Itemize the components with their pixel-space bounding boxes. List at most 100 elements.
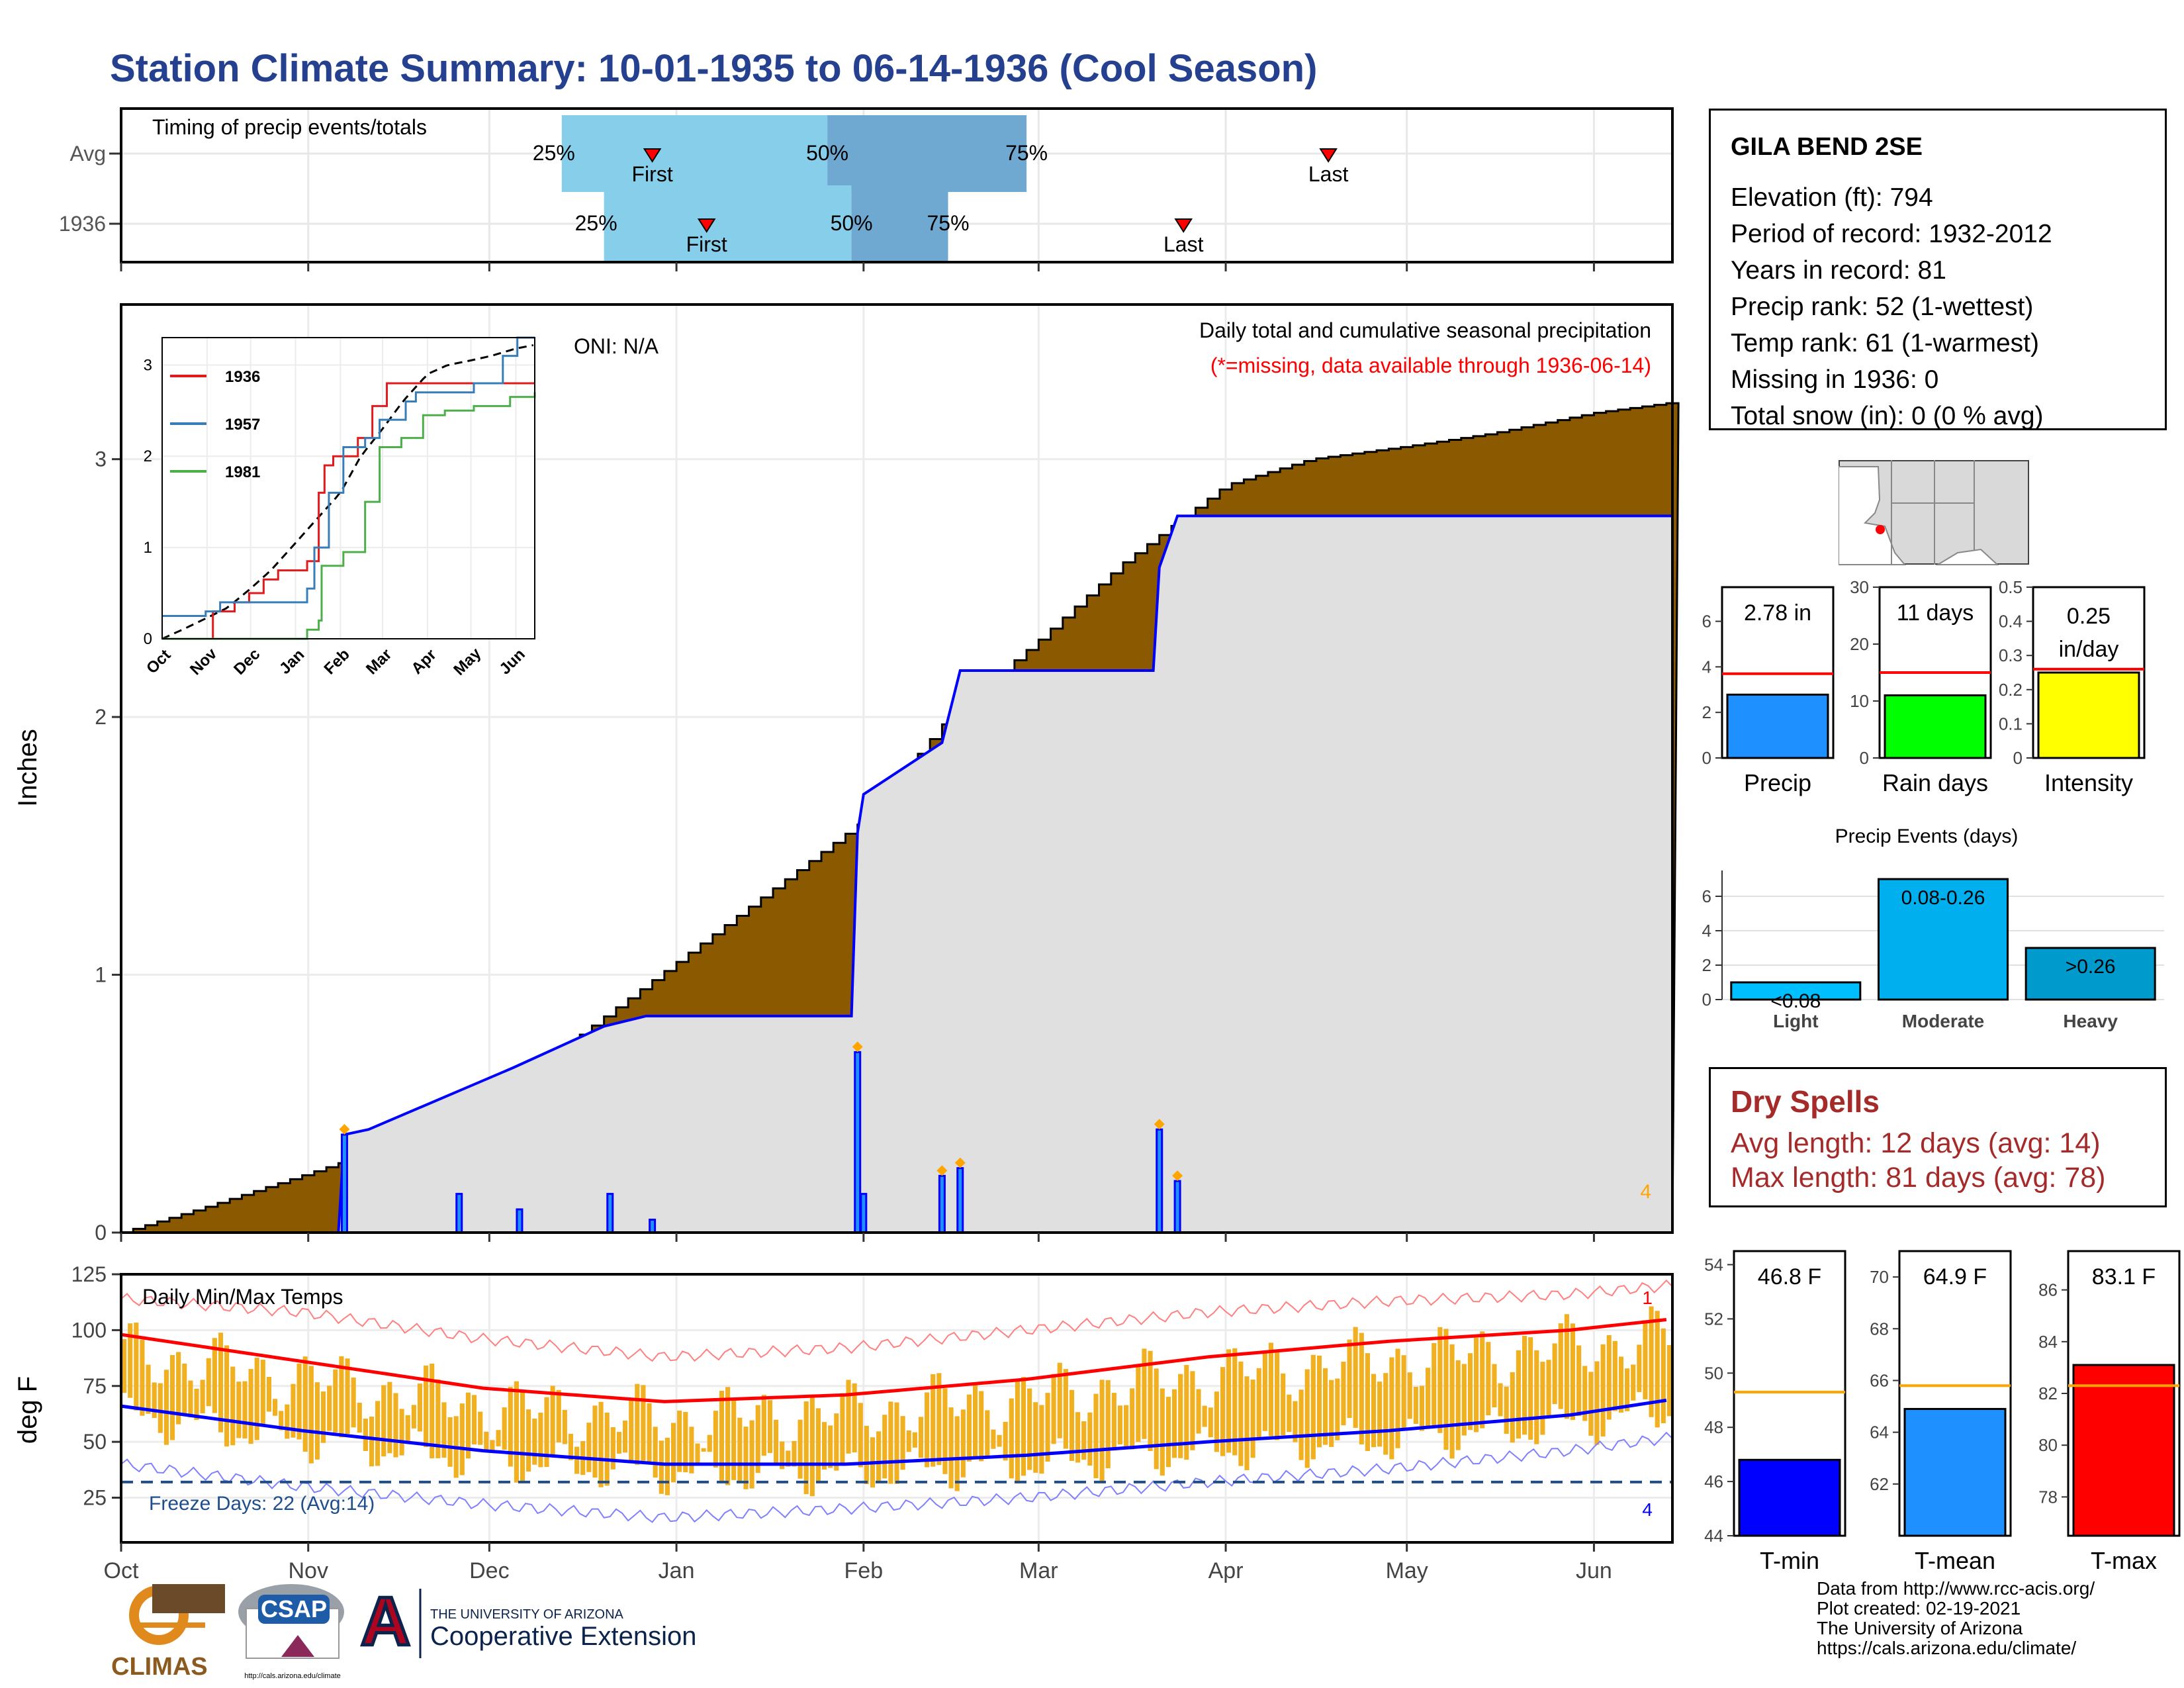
daily-temp-bar [459, 1403, 465, 1476]
daily-temp-bar [1600, 1344, 1606, 1437]
temp-mini-bar [1903, 1407, 2007, 1537]
daily-precip-bar [606, 1193, 614, 1234]
timing-q50-label: 50% [806, 141, 848, 165]
month-tick-label: Nov [289, 1558, 328, 1583]
inset-ytick-label: 1 [144, 539, 152, 557]
temp-mini-panel: 44 46 48 50 52 54 46.8 F T-min 62 64 66 68 70 64.9 F T… [1704, 1250, 2181, 1574]
month-tick-label: Jun [1576, 1558, 1612, 1583]
daily-temp-bar [471, 1395, 477, 1445]
daily-temp-bar [1510, 1372, 1515, 1443]
temps-ytick-label: 125 [71, 1262, 107, 1286]
timing-q25-q50-bar [604, 185, 852, 262]
daily-temp-bar [641, 1385, 646, 1461]
daily-temp-bar [701, 1448, 706, 1452]
daily-temp-bar [1534, 1350, 1539, 1444]
daily-precip-bar [340, 1133, 348, 1234]
daily-temp-bar [1655, 1311, 1660, 1428]
precip-mini-value-label: 11 days [1897, 600, 1974, 626]
daily-temp-bar [375, 1401, 381, 1466]
month-tick-label: Oct [104, 1558, 139, 1583]
daily-temp-bar [1154, 1368, 1159, 1470]
daily-temp-bar [206, 1358, 211, 1407]
daily-temp-bar [1522, 1336, 1527, 1435]
precip-events-ytick-label: 4 [1702, 921, 1711, 941]
precip-events-ytick-label: 0 [1702, 990, 1711, 1009]
daily-temp-bar [200, 1380, 205, 1414]
daily-temp-bar [128, 1323, 133, 1398]
logos: CLIMAS CSAP http://cals.arizona.edu/clim… [111, 1582, 696, 1681]
daily-temp-bar [1220, 1367, 1226, 1456]
daily-temp-bar [1268, 1342, 1274, 1436]
precip-corner-count: 4 [1640, 1181, 1651, 1203]
daily-temp-bar [405, 1415, 410, 1442]
temp-mini-ytick-label: 46 [1704, 1472, 1723, 1491]
oni-label: ONI: N/A [574, 334, 659, 358]
daily-temp-bar [1232, 1348, 1238, 1456]
precip-events-value-label: >0.26 [2066, 956, 2116, 978]
temp-mini-ytick-label: 86 [2038, 1280, 2058, 1300]
daily-temp-bar [1606, 1335, 1612, 1420]
precip-mini-ytick-label: 0.2 [1999, 680, 2023, 700]
average-max-line [120, 1318, 1667, 1403]
daily-precip-bar [516, 1208, 523, 1234]
precip-mini-panel: 0 2 4 6 2.78 in Precip 0 10 20 30 11 days Rain days… [1702, 577, 2146, 796]
daily-temp-bar [1588, 1372, 1594, 1436]
daily-precip-bar [854, 1051, 862, 1234]
daily-temp-bar [1208, 1407, 1213, 1438]
daily-temp-bar [985, 1410, 990, 1459]
daily-temp-bar [1407, 1372, 1412, 1419]
month-tick-label: Feb [844, 1558, 884, 1583]
precip-mini-value-label: 0.25 [2067, 604, 2111, 629]
daily-temp-bar [659, 1440, 664, 1494]
daily-temp-bar [242, 1381, 248, 1439]
precip-events-bar [1878, 878, 2009, 1001]
daily-temp-bar [797, 1419, 803, 1479]
daily-temp-bar [1226, 1349, 1232, 1453]
record-min-line [120, 1431, 1673, 1523]
daily-temp-bar [749, 1420, 754, 1489]
inset-legend-label: 1981 [225, 463, 260, 481]
daily-temp-bar [146, 1364, 151, 1414]
daily-temp-bar [1099, 1380, 1105, 1482]
temps-title: Daily Min/Max Temps [142, 1285, 343, 1309]
daily-temp-bar [1359, 1333, 1364, 1445]
daily-temp-bar [1329, 1380, 1334, 1447]
daily-temp-bar [647, 1403, 652, 1463]
daily-temp-bar [1160, 1388, 1165, 1476]
daily-temp-bar [894, 1402, 899, 1484]
temps-frame [120, 1273, 1674, 1544]
daily-temp-bar [774, 1419, 779, 1463]
station-location-marker [1876, 525, 1885, 534]
ua-logo-top-text: THE UNIVERSITY OF ARIZONA [430, 1607, 624, 1622]
daily-temp-bar [876, 1431, 882, 1481]
daily-temp-bar [430, 1363, 435, 1459]
daily-temp-bar [369, 1417, 375, 1467]
daily-temp-bar [236, 1382, 242, 1438]
precip-mini-ytick-label: 30 [1850, 577, 1869, 597]
daily-temp-bar [291, 1383, 296, 1438]
precip-events-value-label: <0.08 [1770, 990, 1821, 1012]
daily-temp-bar [925, 1392, 930, 1468]
temp-mini-value-label: 46.8 F [1758, 1264, 1821, 1289]
daily-temp-bar [1130, 1388, 1135, 1450]
daily-temp-bar [1262, 1351, 1267, 1431]
temp-mini-bar [1738, 1458, 1841, 1537]
daily-temp-bar [815, 1408, 821, 1483]
daily-temp-bar [1347, 1339, 1352, 1419]
daily-temp-bar [532, 1418, 537, 1465]
daily-temp-bar [1250, 1380, 1255, 1458]
daily-temp-bar [1281, 1373, 1286, 1436]
daily-temps-panel: 25 50 75 100 125 Freeze Days: 22 (Avg:14) Dail… [13, 1262, 1674, 1544]
precip-mini-ytick-label: 0.3 [1999, 645, 2023, 665]
daily-temp-bar [948, 1407, 954, 1489]
station-snow: Total snow (in): 0 (0 % avg) [1731, 402, 2044, 430]
station-precip-rank: Precip rank: 52 (1-wettest) [1731, 293, 2034, 321]
daily-temp-bar [629, 1399, 634, 1462]
precip-mini-ytick-label: 2 [1702, 702, 1711, 722]
daily-temp-bar [320, 1391, 326, 1443]
temp-mini-category-label: T-mean [1915, 1547, 1995, 1574]
daily-temp-bar [1661, 1328, 1666, 1424]
daily-temp-bar [918, 1417, 924, 1458]
credit-line: https://cals.arizona.edu/climate/ [1817, 1638, 2077, 1658]
timing-panel: 25% 50% 75% First Last Avg 25% 50% 75% First Last 1… [59, 107, 1674, 271]
